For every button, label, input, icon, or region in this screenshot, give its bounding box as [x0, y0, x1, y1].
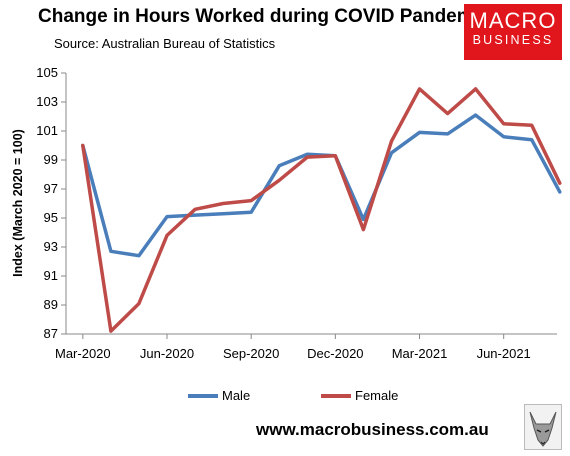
logo-line2: BUSINESS — [472, 33, 554, 47]
series-line-male — [81, 113, 562, 258]
x-tick-label: Mar-2021 — [392, 346, 448, 361]
y-tick-label: 105 — [36, 65, 58, 80]
series-line-female — [81, 87, 562, 333]
legend-label-female: Female — [355, 388, 399, 403]
legend-item-male: Male — [188, 388, 250, 403]
y-tick-label: 103 — [36, 94, 58, 109]
chart-title: Change in Hours Worked during COVID Pand… — [38, 6, 490, 27]
x-tick-label: Dec-2020 — [307, 346, 363, 361]
x-tick-label: Jun-2021 — [477, 346, 531, 361]
footer-url: www.macrobusiness.com.au — [256, 420, 489, 439]
legend-swatch-male — [188, 393, 218, 398]
logo-line1: MACRO — [469, 8, 557, 33]
y-tick-label: 101 — [36, 123, 58, 138]
fox-icon — [524, 404, 562, 450]
legend-swatch-female — [321, 393, 351, 398]
y-tick-label: 97 — [44, 181, 58, 196]
macrobusiness-logo: MACRO BUSINESS — [464, 4, 562, 60]
y-tick-label: 95 — [44, 210, 58, 225]
legend-label-male: Male — [222, 388, 251, 403]
chart-source: Source: Australian Bureau of Statistics — [54, 36, 276, 51]
y-tick-label: 91 — [44, 268, 58, 283]
y-tick-label: 99 — [44, 152, 58, 167]
x-tick-label: Jun-2020 — [140, 346, 194, 361]
y-tick-label: 89 — [44, 297, 58, 312]
x-tick-label: Sep-2020 — [223, 346, 279, 361]
x-tick-label: Mar-2020 — [55, 346, 111, 361]
y-tick-label: 87 — [44, 326, 58, 341]
legend-item-female: Female — [321, 388, 398, 403]
y-tick-label: 93 — [44, 239, 58, 254]
